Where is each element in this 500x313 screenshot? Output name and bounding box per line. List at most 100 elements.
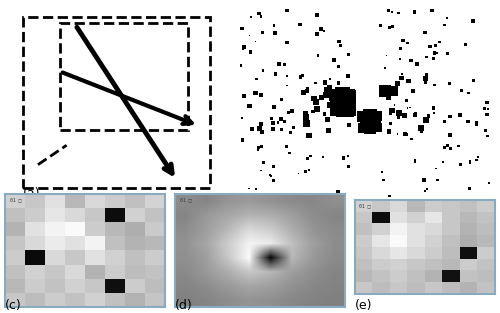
Bar	[60, 23, 188, 130]
Text: (d): (d)	[175, 299, 193, 312]
Point	[428, 8, 436, 13]
Text: (a): (a)	[22, 187, 40, 200]
Point	[423, 186, 431, 191]
Point	[313, 13, 321, 18]
Point	[288, 109, 296, 114]
Point	[282, 144, 290, 149]
Point	[248, 126, 256, 131]
Point	[422, 54, 430, 59]
Point	[296, 74, 304, 80]
Point	[388, 9, 396, 14]
Point	[386, 25, 394, 30]
Point	[330, 58, 338, 63]
Point	[338, 100, 346, 105]
Point	[399, 38, 407, 43]
Point	[358, 125, 366, 130]
Point	[322, 93, 330, 98]
Point	[472, 157, 480, 162]
Point	[314, 54, 322, 59]
Point	[346, 108, 354, 113]
Point	[374, 120, 382, 125]
Point	[358, 114, 366, 119]
Point	[236, 63, 244, 68]
Point	[466, 160, 474, 165]
Point	[433, 177, 441, 182]
Point	[387, 121, 395, 126]
Point	[320, 111, 328, 116]
Point	[485, 181, 493, 186]
Point	[291, 200, 299, 205]
Point	[278, 127, 286, 132]
Point	[331, 92, 339, 97]
Point	[313, 32, 321, 37]
Point	[409, 89, 417, 94]
Point	[284, 110, 292, 115]
Point	[394, 131, 402, 136]
Text: (b): (b)	[230, 213, 248, 226]
Point	[446, 81, 454, 86]
Point	[386, 111, 394, 116]
Point	[273, 194, 281, 199]
Point	[269, 126, 277, 131]
Point	[324, 88, 332, 93]
Point	[335, 39, 343, 44]
Point	[464, 90, 472, 95]
Point	[252, 186, 260, 191]
Point	[420, 177, 428, 182]
Point	[388, 108, 396, 113]
Point	[404, 78, 412, 83]
Point	[344, 74, 352, 79]
Point	[484, 112, 492, 117]
Point	[272, 31, 280, 36]
Point	[381, 65, 389, 70]
Point	[261, 199, 269, 204]
Point	[286, 150, 294, 155]
Point	[296, 22, 304, 27]
Point	[299, 73, 307, 78]
Point	[335, 201, 343, 206]
Point	[412, 112, 420, 117]
Point	[388, 88, 396, 93]
Point	[344, 91, 352, 96]
Point	[328, 108, 336, 113]
Point	[376, 23, 384, 28]
Point	[289, 125, 297, 130]
Point	[258, 30, 266, 35]
Point	[344, 164, 352, 169]
Point	[430, 82, 438, 87]
Point	[433, 51, 441, 56]
Point	[332, 107, 340, 112]
Point	[381, 88, 389, 93]
Point	[346, 108, 354, 113]
Point	[275, 62, 283, 67]
Point	[390, 103, 398, 108]
Point	[446, 114, 454, 119]
Point	[314, 52, 322, 57]
Point	[411, 158, 419, 163]
Point	[258, 130, 266, 135]
Point	[400, 113, 407, 118]
Point	[336, 92, 344, 97]
Point	[380, 177, 388, 182]
Point	[443, 15, 451, 20]
Point	[417, 126, 425, 131]
Point	[332, 102, 340, 107]
Point	[340, 156, 347, 161]
Point	[438, 159, 446, 164]
Point	[432, 43, 440, 48]
Point	[272, 72, 280, 77]
Point	[304, 156, 312, 161]
Point	[466, 159, 474, 164]
Point	[306, 154, 314, 159]
Point	[374, 114, 382, 119]
Point	[420, 188, 428, 193]
Point	[259, 68, 267, 73]
Point	[319, 154, 327, 159]
Point	[338, 92, 346, 97]
Point	[324, 117, 332, 122]
Point	[456, 162, 464, 167]
Point	[247, 14, 255, 19]
Point	[464, 119, 472, 124]
Point	[394, 10, 402, 15]
Point	[270, 105, 278, 110]
